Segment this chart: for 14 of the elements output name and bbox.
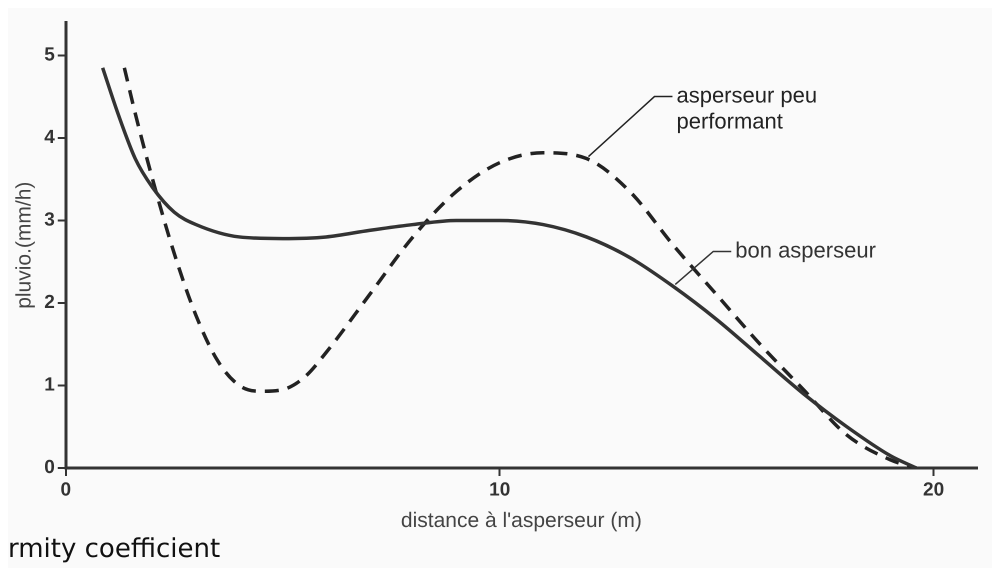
y-tick-label: 1 xyxy=(44,374,56,396)
text: bon asperseur xyxy=(735,238,876,263)
y-tick-label: 5 xyxy=(44,44,56,66)
y-tick-label: 0 xyxy=(44,457,55,478)
y-tick-label: 2 xyxy=(44,292,55,314)
x-tick-label: 20 xyxy=(923,480,944,501)
text: asperseur peu performant xyxy=(676,82,818,134)
x-tick-label: 0 xyxy=(60,480,72,501)
y-axis-title: pluvio.(mm/h) xyxy=(12,182,36,309)
text: rmity coefficient xyxy=(8,534,220,564)
x-axis-title: distance à l'asperseur (m) xyxy=(400,509,642,532)
y-tick-label: 4 xyxy=(44,127,56,148)
y-tick-label: 3 xyxy=(44,210,55,231)
x-tick-label: 10 xyxy=(489,480,510,501)
